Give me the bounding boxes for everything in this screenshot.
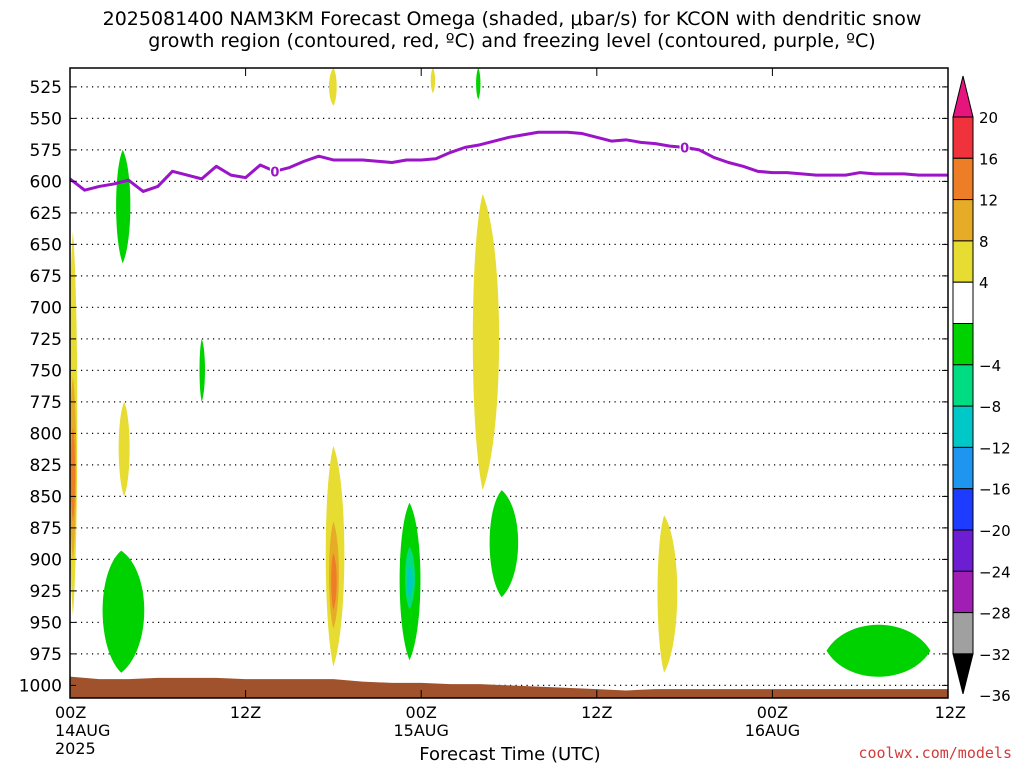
y-tick-label: 975 [30,645,62,665]
x-tick-label: 12Z [230,703,261,722]
y-tick-label: 600 [30,172,62,192]
credit-text: coolwx.com/models [858,744,1012,762]
y-tick-label: 1000 [19,676,62,696]
x-tick-label: 12Z [581,703,612,722]
terrain [70,676,948,698]
freezing-level-label: 0 [680,141,689,156]
colorbar-band [952,199,974,242]
colorbar-label: −20 [979,522,1011,540]
omega-region [329,68,337,106]
y-tick-label: 925 [30,582,62,602]
colorbar-label: −28 [979,605,1011,623]
colorbar-band [952,405,974,448]
colorbar-label: −4 [979,357,1001,375]
x-axis-label: Forecast Time (UTC) [419,744,601,765]
omega-region [489,490,519,598]
colorbar-band [952,570,974,614]
y-tick-label: 850 [30,487,62,507]
x-tick-label: 00Z [406,703,437,722]
colorbar-label: −24 [979,563,1011,581]
omega-region [657,515,678,673]
grid [70,86,948,687]
colorbar-label: −8 [979,398,1001,416]
freezing-level: 00 [70,130,948,193]
colorbar-label: 16 [979,150,998,168]
colorbar-label: 20 [979,109,998,127]
y-tick-label: 875 [30,519,62,539]
colorbar-label: −36 [979,687,1011,705]
chart-title-line-2: growth region (contoured, red, ºC) and f… [148,30,876,52]
omega-region [476,68,481,100]
colorbar-band [952,446,974,490]
omega-region [199,338,205,402]
y-tick-label: 625 [30,204,62,224]
x-tick-label: 00Z [55,703,86,722]
omega-region [472,194,500,491]
colorbar-under-triangle [952,653,974,695]
colorbar-label: 8 [979,233,989,251]
y-tick-label: 525 [30,78,62,98]
colorbar-label: −32 [979,646,1011,664]
omega-region [118,401,130,497]
y-tick-label: 825 [30,456,62,476]
omega-shading [70,68,931,677]
freezing-level-label: 0 [270,165,279,180]
freezing-level-line [70,130,948,193]
colorbar: 20 16 12 8 4 −4 −8 −12 −16 −20 −24 −28 −32 −36 [952,75,1011,705]
omega-region [102,550,145,673]
y-tick-label: 725 [30,330,62,350]
y-tick-label: 775 [30,393,62,413]
y-tick-label: 575 [30,141,62,161]
y-tick-label: 950 [30,613,62,633]
y-tick-label: 900 [30,550,62,570]
colorbar-band [952,364,974,407]
y-axis: 525 550 575 600 625 650 675 700 725 750 775 800 825 8… [19,78,948,696]
omega-region [826,624,931,677]
x-tick-date: 14AUG [55,721,110,740]
colorbar-label: 4 [979,274,989,292]
omega-region [70,427,76,522]
colorbar-band [952,157,974,201]
x-tick-date: 15AUG [393,721,448,740]
y-tick-label: 750 [30,361,62,381]
x-tick-year: 2025 [55,739,96,758]
colorbar-label: −16 [979,481,1011,499]
plot-frame [69,67,949,699]
colorbar-band [952,116,974,159]
x-tick-date: 16AUG [745,721,800,740]
freezing-level-label-bg [679,141,690,155]
x-tick-label: 00Z [757,703,788,722]
terrain-fill [70,676,948,698]
y-tick-label: 700 [30,298,62,318]
y-tick-label: 550 [30,109,62,129]
colorbar-label: 12 [979,192,998,210]
colorbar-over-triangle [952,75,974,118]
y-tick-label: 800 [30,424,62,444]
omega-region [407,565,413,598]
x-tick-label: 12Z [935,703,966,722]
colorbar-band [952,529,974,572]
colorbar-label: −12 [979,439,1011,457]
omega-region [430,68,436,94]
chart-title-line-1: 2025081400 NAM3KM Forecast Omega (shaded… [102,8,922,30]
omega-region [116,149,131,264]
colorbar-band [952,488,974,531]
colorbar-band [952,281,974,325]
omega-region [331,553,337,610]
y-tick-label: 675 [30,267,62,287]
colorbar-band [952,612,974,655]
colorbar-band [952,240,974,283]
freezing-level-label-bg [269,165,280,179]
y-tick-label: 650 [30,235,62,255]
colorbar-band [952,323,974,366]
